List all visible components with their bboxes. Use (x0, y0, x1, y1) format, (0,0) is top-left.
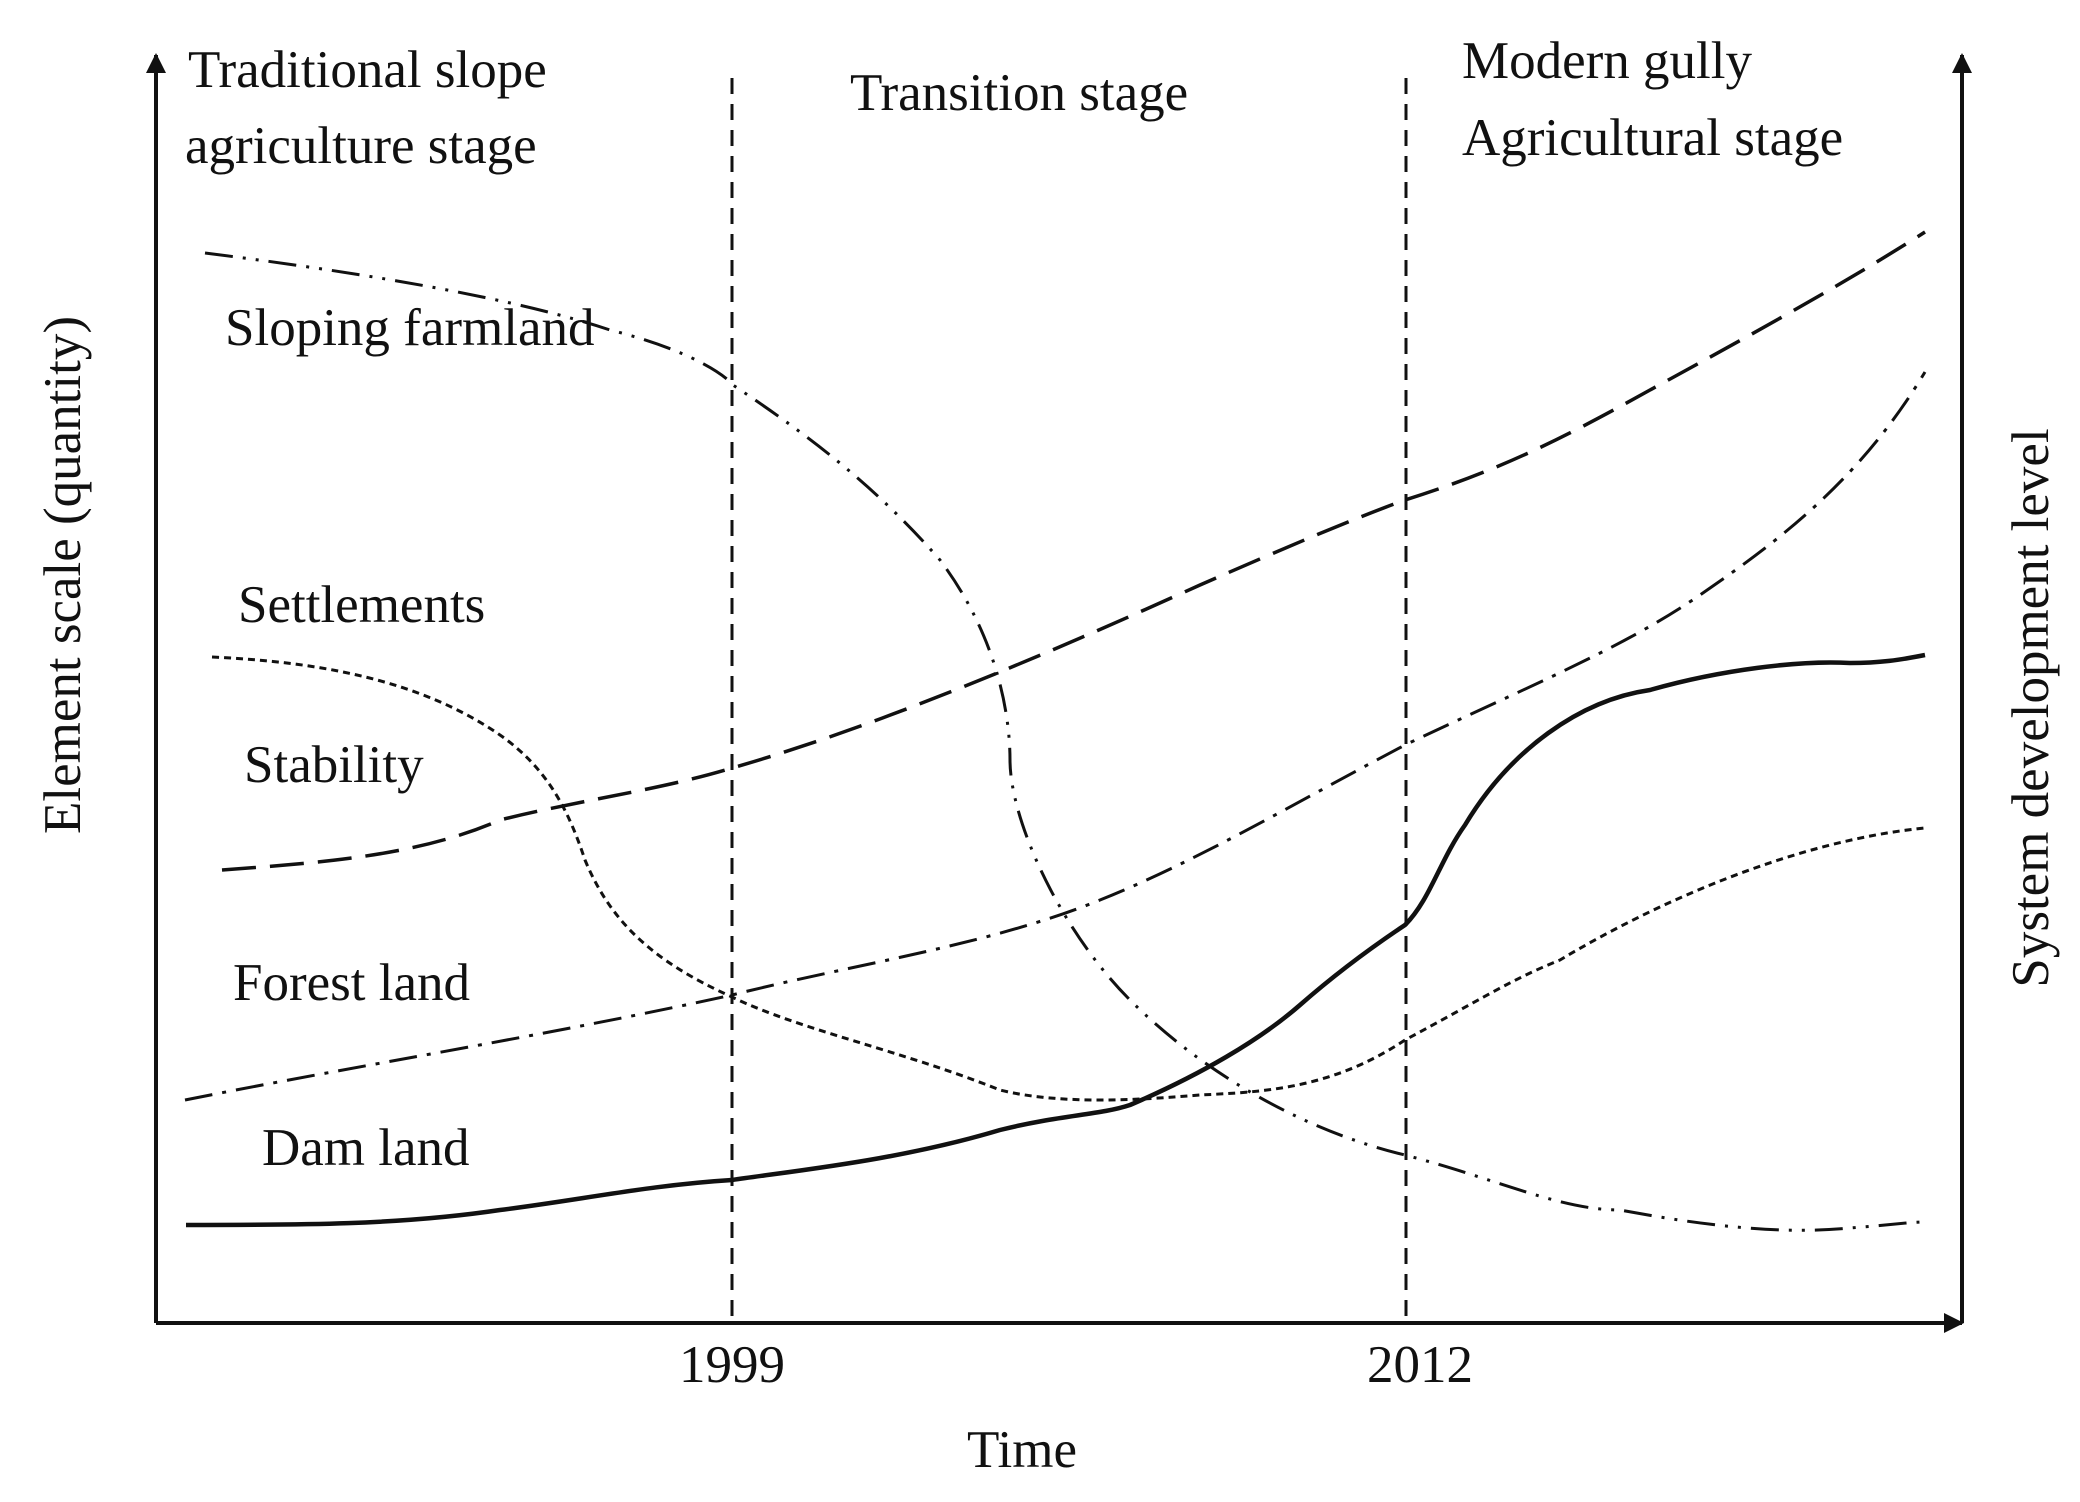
stage-2-line-1: Transition stage (850, 64, 1188, 122)
year-tick-1999: 1999 (679, 1336, 785, 1394)
right-y-axis-title: System development level (2002, 428, 2060, 987)
stage-3-line-2: Agricultural stage (1462, 109, 1843, 167)
label-settlements: Settlements (238, 576, 485, 634)
curve-stability (221, 230, 1926, 872)
stage-1-heading: Traditional slope agriculture stage (185, 41, 560, 175)
stage-2-heading: Transition stage (850, 64, 1188, 122)
label-sloping-farmland: Sloping farmland (225, 299, 594, 357)
left-y-axis-title: Element scale (quantity) (34, 316, 92, 834)
stage-1-line-1: Traditional slope (188, 41, 547, 99)
year-tick-2012: 2012 (1367, 1336, 1473, 1394)
x-axis-title: Time (967, 1421, 1077, 1479)
label-forest-land: Forest land (233, 954, 470, 1012)
curve-settlements (211, 655, 1926, 1102)
stage-3-line-1: Modern gully (1462, 32, 1752, 90)
label-stability: Stability (244, 736, 424, 794)
stage-3-heading: Modern gully Agricultural stage (1462, 32, 1843, 167)
curve-forest-land (184, 371, 1927, 1102)
stage-1-line-2: agriculture stage (185, 117, 537, 175)
curve-dam-land (185, 652, 1926, 1228)
curve-sloping-farmland (204, 251, 1926, 1232)
label-dam-land: Dam land (262, 1119, 470, 1177)
